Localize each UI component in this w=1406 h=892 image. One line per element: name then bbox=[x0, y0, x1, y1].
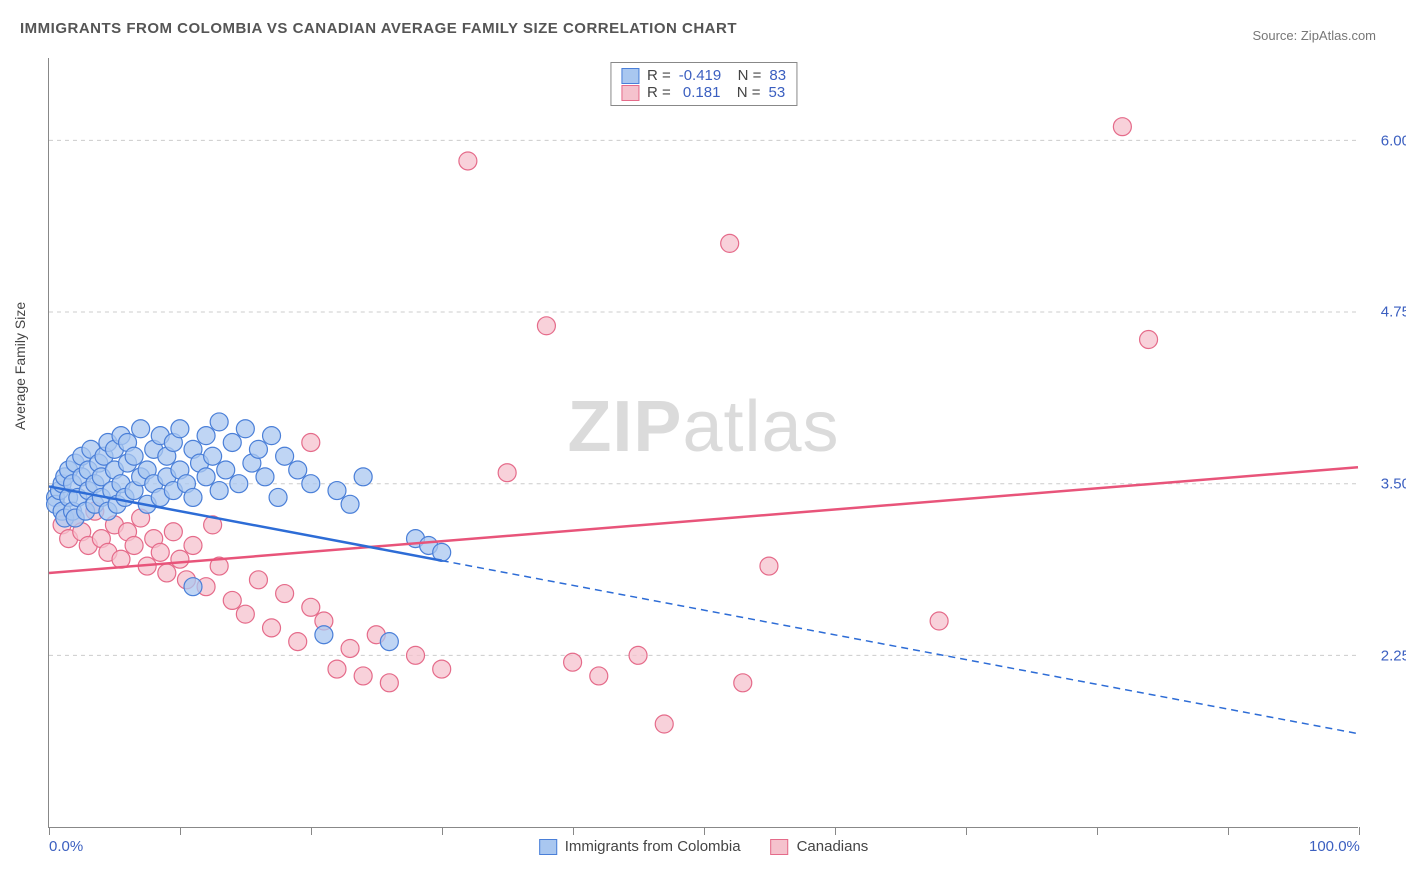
x-tick-mark bbox=[442, 827, 443, 835]
x-tick-label: 100.0% bbox=[1309, 838, 1360, 855]
x-tick-mark bbox=[835, 827, 836, 835]
chart-svg bbox=[49, 58, 1358, 827]
n-label: N = bbox=[729, 67, 761, 84]
legend-item: Immigrants from Colombia bbox=[539, 838, 741, 855]
x-tick-mark bbox=[1359, 827, 1360, 835]
legend-row-series-1: R = -0.419 N = 83 bbox=[621, 67, 786, 84]
swatch-icon bbox=[539, 839, 557, 855]
y-tick-label: 3.50 bbox=[1381, 476, 1406, 493]
x-tick-mark bbox=[704, 827, 705, 835]
x-tick-mark bbox=[1097, 827, 1098, 835]
swatch-blue bbox=[621, 68, 639, 84]
y-tick-label: 2.25 bbox=[1381, 648, 1406, 665]
source-attribution: Source: ZipAtlas.com bbox=[1252, 28, 1376, 43]
plot-area: ZIPatlas R = -0.419 N = 83 R = 0.181 N =… bbox=[48, 58, 1358, 828]
legend-bottom: Immigrants from Colombia Canadians bbox=[539, 838, 869, 855]
y-tick-label: 6.00 bbox=[1381, 132, 1406, 149]
r-value-1: -0.419 bbox=[679, 67, 722, 84]
legend-label: Immigrants from Colombia bbox=[565, 838, 741, 855]
x-tick-mark bbox=[966, 827, 967, 835]
n-value-1: 83 bbox=[769, 67, 786, 84]
legend-label: Canadians bbox=[797, 838, 869, 855]
r-label: R = bbox=[647, 84, 671, 101]
x-tick-mark bbox=[573, 827, 574, 835]
r-value-2: 0.181 bbox=[679, 84, 721, 101]
x-tick-mark bbox=[1228, 827, 1229, 835]
r-label: R = bbox=[647, 67, 671, 84]
swatch-pink bbox=[621, 85, 639, 101]
legend-item: Canadians bbox=[771, 838, 869, 855]
x-tick-mark bbox=[180, 827, 181, 835]
n-label: N = bbox=[728, 84, 760, 101]
x-tick-mark bbox=[311, 827, 312, 835]
swatch-icon bbox=[771, 839, 789, 855]
x-tick-label: 0.0% bbox=[49, 838, 83, 855]
y-axis-label: Average Family Size bbox=[12, 302, 28, 430]
y-tick-label: 4.75 bbox=[1381, 304, 1406, 321]
chart-title: IMMIGRANTS FROM COLOMBIA VS CANADIAN AVE… bbox=[20, 20, 737, 37]
x-tick-mark bbox=[49, 827, 50, 835]
legend-row-series-2: R = 0.181 N = 53 bbox=[621, 84, 786, 101]
legend-correlation-box: R = -0.419 N = 83 R = 0.181 N = 53 bbox=[610, 62, 797, 106]
n-value-2: 53 bbox=[769, 84, 786, 101]
